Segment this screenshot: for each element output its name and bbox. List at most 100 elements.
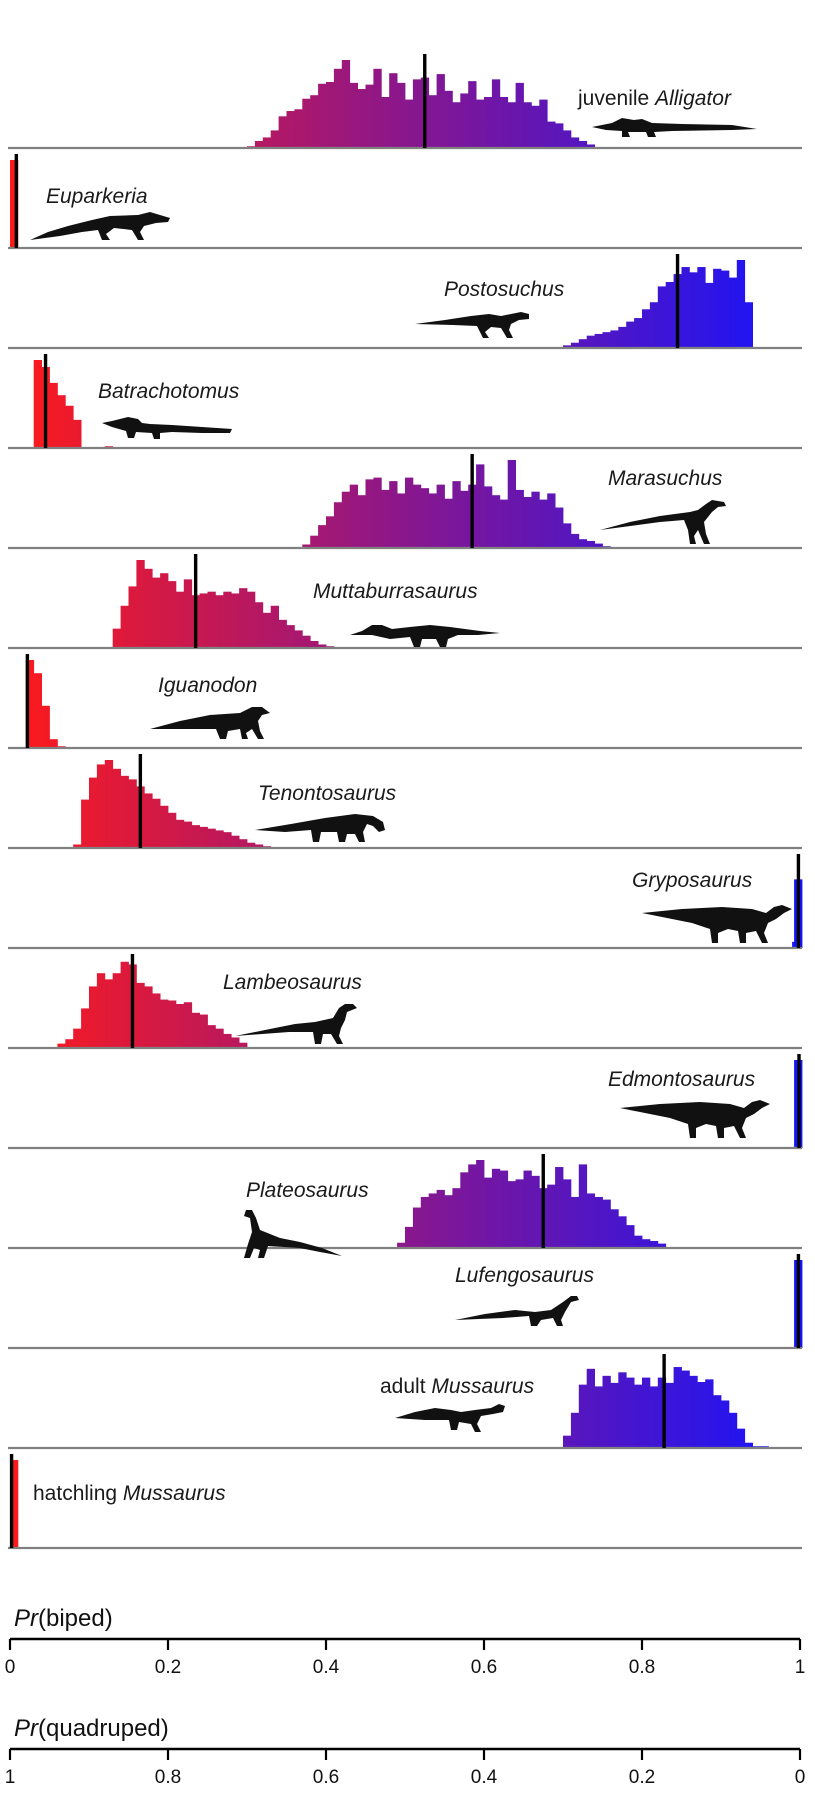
histogram-bar [618, 1216, 627, 1248]
histogram-bar [128, 779, 137, 848]
histogram-bar [318, 644, 327, 648]
taxon-label-genus: Lambeosaurus [223, 971, 362, 994]
tick-label: 0.8 [155, 1767, 181, 1788]
taxon-label-genus: Iguanodon [158, 674, 257, 697]
histogram-bar [231, 835, 240, 848]
histogram-bar [460, 93, 469, 148]
histogram-bar [247, 591, 256, 648]
alligator-silhouette-icon [592, 118, 757, 137]
histogram-bar [112, 973, 121, 1048]
histogram-bar [191, 825, 200, 848]
edmontosaurus-silhouette-icon [620, 1100, 770, 1138]
histogram-bar [144, 568, 153, 648]
histogram-bar [563, 1179, 572, 1248]
histogram-bar [262, 612, 272, 648]
plateosaurus-silhouette-icon [244, 1210, 342, 1258]
axis-title-italic: Pr [14, 1715, 39, 1742]
marasuchus-silhouette-icon [600, 500, 726, 544]
histogram-bar [318, 83, 327, 148]
taxon-label: hatchling Mussaurus [33, 1482, 226, 1505]
histogram-bar [657, 286, 667, 348]
histogram-bar [199, 1014, 208, 1048]
histogram-bar [349, 82, 358, 148]
histogram-bar [484, 1177, 493, 1248]
histogram-bar [136, 982, 145, 1048]
histogram-bar [112, 768, 121, 848]
histogram-bar [357, 495, 366, 548]
histogram-bar [152, 993, 161, 1048]
histogram-bar [175, 819, 185, 848]
histogram-bar [81, 1008, 90, 1048]
histogram-bar [428, 1193, 437, 1248]
histogram-bar [144, 793, 153, 848]
panel-8: Gryposaurus [8, 854, 803, 950]
histogram-bar [397, 82, 406, 148]
taxon-label-genus: Lufengosaurus [455, 1264, 594, 1287]
histogram-bar [484, 486, 493, 548]
histogram-bar [491, 79, 501, 148]
histogram-bar [223, 1033, 232, 1048]
histogram-bar [744, 1442, 753, 1448]
histogram-bar [168, 581, 177, 648]
histogram-bar [286, 625, 295, 648]
histogram-bar [310, 640, 319, 648]
histogram-bar [436, 1189, 445, 1248]
histogram-bar [523, 496, 532, 548]
histogram-bar [136, 560, 145, 648]
histogram-bar [649, 302, 659, 348]
panel-0: juvenile Alligator [8, 54, 802, 150]
histogram-bar [634, 318, 643, 348]
histogram-bar [468, 1164, 477, 1248]
histogram-bar [610, 1382, 619, 1448]
histogram-bar [365, 479, 374, 548]
histogram-bar [160, 573, 169, 648]
histogram-bar [302, 635, 311, 648]
histogram-bar [128, 586, 137, 648]
histogram-bar [586, 1368, 595, 1448]
histogram-bar [302, 98, 311, 148]
histogram-bar [634, 1384, 643, 1448]
panel-3: Batrachotomus [8, 354, 802, 450]
histogram-bar [333, 68, 343, 148]
histogram-bar [728, 277, 738, 348]
panel-12: Lufengosaurus [8, 1254, 803, 1350]
histogram-bar [183, 821, 193, 848]
taxon-label-genus: Marasuchus [608, 467, 723, 490]
axis-title-rest: (biped) [38, 1605, 113, 1632]
histogram-bar [452, 481, 461, 548]
taxon-label-prefix: hatchling [33, 1482, 123, 1505]
histogram-bar [333, 502, 343, 548]
histogram-bar [207, 828, 216, 848]
histogram-bar [412, 1207, 422, 1248]
histogram-bar [81, 799, 90, 848]
histogram-bar [491, 1168, 501, 1248]
histogram-bar [96, 973, 106, 1048]
taxon-label: Lufengosaurus [455, 1264, 594, 1287]
histogram-bar [160, 805, 169, 848]
histogram-bar [49, 382, 58, 448]
histogram-bar [484, 96, 493, 148]
histogram-bar [199, 593, 208, 648]
histogram-bar [33, 673, 42, 748]
histogram-bar [649, 1386, 659, 1448]
histogram-bar [318, 525, 327, 548]
histogram-bar [278, 619, 287, 648]
histogram-bar [104, 979, 114, 1048]
taxon-label: Euparkeria [46, 185, 148, 208]
histogram-bar [507, 1181, 516, 1248]
histogram-bar [302, 544, 311, 548]
histogram-bar [294, 630, 303, 648]
histogram-bar [626, 321, 635, 348]
histogram-bar [728, 1412, 738, 1448]
histogram-bar [578, 140, 588, 148]
taxon-label: Postosuchus [444, 278, 565, 301]
tick-label: 0.4 [313, 1657, 340, 1678]
adult-mussaurus-silhouette-icon [395, 1404, 505, 1432]
histogram-bar [657, 1377, 667, 1448]
histogram-bar [713, 268, 722, 348]
histogram-bar [499, 499, 509, 548]
histogram-bar [207, 591, 216, 648]
histogram-bar [570, 533, 580, 548]
taxon-label-prefix: juvenile [577, 87, 655, 110]
